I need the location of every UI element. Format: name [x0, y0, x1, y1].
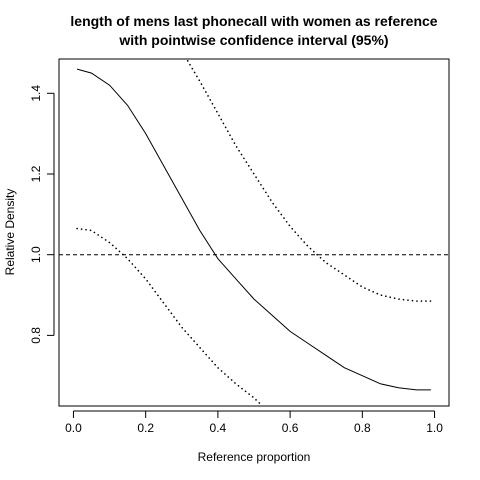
- x-tick-label: 0.8: [354, 421, 371, 435]
- y-tick-label: 1.4: [29, 85, 43, 102]
- y-tick-label: 1.0: [29, 246, 43, 263]
- x-tick-label: 0.6: [282, 421, 299, 435]
- chart-title-line-1: length of mens last phonecall with women…: [70, 13, 437, 29]
- plot-frame: [58, 58, 450, 407]
- upper-ci-line: [185, 59, 432, 302]
- x-axis: 0.0 0.2 0.4 0.6 0.8 1.0: [65, 410, 443, 435]
- y-axis-label: Relative Density: [3, 189, 17, 276]
- lower-ci-line: [76, 227, 263, 406]
- x-tick-label: 0.2: [137, 421, 154, 435]
- estimate-line: [76, 68, 431, 391]
- y-tick-label: 1.2: [29, 165, 43, 182]
- chart-title-line-2: with pointwise confidence interval (95%): [118, 32, 388, 48]
- y-tick-label: 0.8: [29, 327, 43, 344]
- x-axis-label: Reference proportion: [198, 450, 311, 464]
- x-tick-label: 1.0: [426, 421, 443, 435]
- y-axis: 0.8 1.0 1.2 1.4: [29, 85, 55, 344]
- plot-data-layer: [59, 59, 449, 406]
- x-tick-label: 0.0: [65, 421, 82, 435]
- x-tick-label: 0.4: [210, 421, 227, 435]
